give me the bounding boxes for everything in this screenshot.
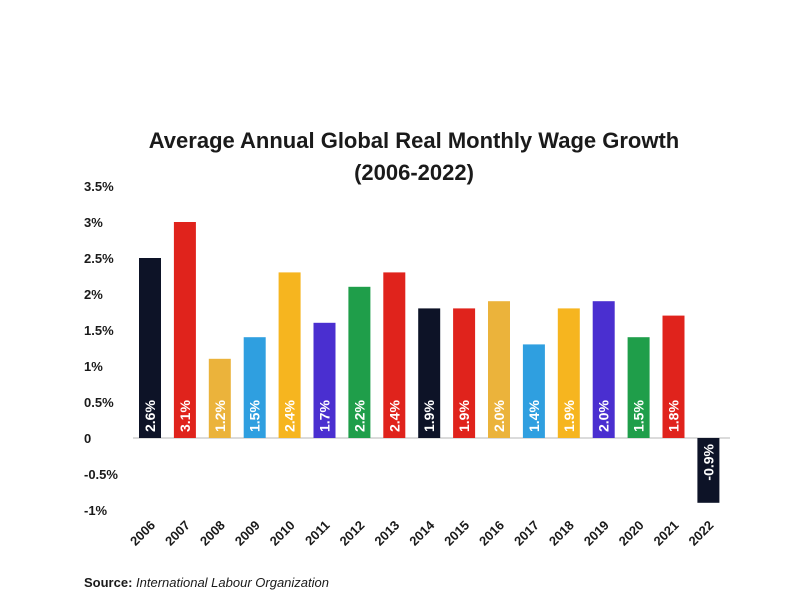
x-tick-label-2010: 2010 bbox=[267, 518, 298, 549]
bar-2013 bbox=[383, 272, 406, 438]
x-tick-label-2012: 2012 bbox=[336, 518, 367, 549]
y-tick-label: 1.5% bbox=[84, 323, 114, 338]
y-tick-label: 2.5% bbox=[84, 251, 114, 266]
bar-2017 bbox=[522, 344, 545, 438]
bar-2018 bbox=[557, 308, 580, 438]
y-tick-label: 3.5% bbox=[84, 179, 114, 194]
bar-label-2017: 1.4% bbox=[526, 400, 542, 432]
y-tick-label: -0.5% bbox=[84, 467, 118, 482]
x-tick-label-2020: 2020 bbox=[616, 518, 647, 549]
bar-label-2016: 2.0% bbox=[491, 400, 507, 432]
x-tick-label-2013: 2013 bbox=[371, 518, 402, 549]
x-tick-label-2007: 2007 bbox=[162, 518, 193, 549]
bar-label-2015: 1.9% bbox=[456, 400, 472, 432]
bar-label-2007: 3.1% bbox=[177, 400, 193, 432]
bar-label-2014: 1.9% bbox=[421, 400, 437, 432]
bar-2014 bbox=[418, 308, 441, 438]
y-tick-label: 2% bbox=[84, 287, 103, 302]
x-tick-label-2011: 2011 bbox=[302, 518, 333, 549]
bar-label-2020: 1.5% bbox=[631, 400, 647, 432]
x-tick-label-2021: 2021 bbox=[651, 518, 682, 549]
y-tick-label: 0 bbox=[84, 431, 91, 446]
bar-label-2018: 1.9% bbox=[561, 400, 577, 432]
y-tick-label: -1% bbox=[84, 503, 108, 518]
x-tick-label-2018: 2018 bbox=[546, 518, 577, 549]
source-name: International Labour Organization bbox=[136, 575, 329, 590]
bar-label-2021: 1.8% bbox=[666, 400, 682, 432]
x-tick-label-2008: 2008 bbox=[197, 518, 228, 549]
x-tick-label-2009: 2009 bbox=[232, 518, 263, 549]
bar-2008 bbox=[208, 358, 231, 438]
y-tick-label: 1% bbox=[84, 359, 103, 374]
bar-labels: 2.6% 3.1% 1.2% 1.5% 2.4% 1.7% 2.2% 2.4% 1.9% 1.9%… bbox=[142, 400, 716, 481]
y-tick-label: 3% bbox=[84, 215, 103, 230]
bar-label-2011: 1.7% bbox=[317, 400, 333, 432]
bar-label-2006: 2.6% bbox=[142, 400, 158, 432]
x-tick-label-2006: 2006 bbox=[127, 518, 158, 549]
x-tick-label-2019: 2019 bbox=[581, 518, 612, 549]
bar-2010 bbox=[278, 272, 301, 438]
bar-2021 bbox=[662, 315, 685, 438]
bar-2019 bbox=[592, 301, 615, 438]
bar-2015 bbox=[453, 308, 476, 438]
x-tick-label-2014: 2014 bbox=[406, 517, 438, 549]
chart-title: Average Annual Global Real Monthly Wage … bbox=[149, 128, 680, 185]
bar-label-2019: 2.0% bbox=[596, 400, 612, 432]
x-tick-label-2016: 2016 bbox=[476, 518, 507, 549]
bar-2007 bbox=[173, 222, 196, 438]
x-tick-label-2017: 2017 bbox=[511, 518, 542, 549]
bars bbox=[139, 222, 720, 503]
bar-2022 bbox=[697, 438, 720, 503]
bar-label-2012: 2.2% bbox=[351, 400, 367, 432]
bar-2012 bbox=[348, 286, 371, 438]
bar-label-2009: 1.5% bbox=[247, 400, 263, 432]
bar-2020 bbox=[627, 337, 650, 438]
bar-label-2008: 1.2% bbox=[212, 400, 228, 432]
x-tick-label-2022: 2022 bbox=[685, 518, 716, 549]
x-axis: 2006 2007 2008 2009 2010 2011 2012 2013 2014 2015… bbox=[127, 517, 716, 549]
y-tick-label: 0.5% bbox=[84, 395, 114, 410]
bar-2016 bbox=[488, 301, 510, 438]
source-note: Source: International Labour Organizatio… bbox=[84, 575, 329, 590]
bar-label-2010: 2.4% bbox=[282, 400, 298, 432]
bar-2011 bbox=[313, 322, 336, 438]
chart-title-line: (2006-2022) bbox=[354, 160, 474, 185]
source-prefix: Source: bbox=[84, 575, 137, 590]
bar-2006 bbox=[139, 258, 161, 438]
bar-label-2022: -0.9% bbox=[700, 443, 716, 480]
x-tick-label-2015: 2015 bbox=[441, 518, 472, 549]
bar-label-2013: 2.4% bbox=[386, 400, 402, 432]
chart-title-line: Average Annual Global Real Monthly Wage … bbox=[149, 128, 680, 153]
bar-2009 bbox=[243, 337, 266, 438]
